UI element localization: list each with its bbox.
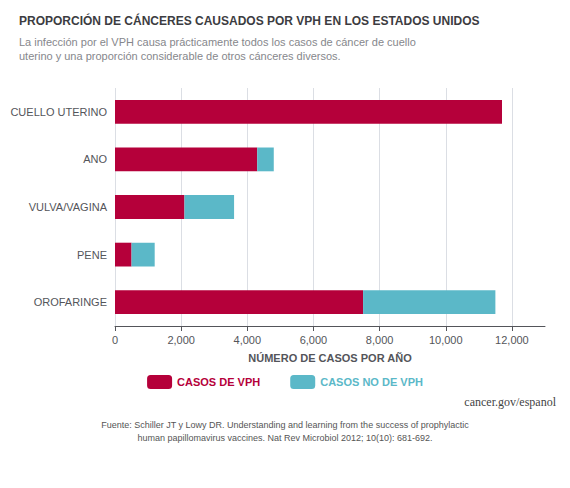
svg-text:human papillomavirus vaccines.: human papillomavirus vaccines. Nat Rev M… [137,433,432,443]
svg-text:0: 0 [112,334,118,346]
svg-text:10,000: 10,000 [429,334,463,346]
svg-text:2,000: 2,000 [167,334,195,346]
svg-text:CASOS NO DE VPH: CASOS NO DE VPH [320,376,423,388]
svg-text:Fuente: Schiller JT y Lowy DR.: Fuente: Schiller JT y Lowy DR. Understan… [101,420,469,430]
svg-text:CASOS DE VPH: CASOS DE VPH [177,376,260,388]
svg-text:ANO: ANO [83,153,107,165]
svg-text:6,000: 6,000 [300,334,328,346]
svg-text:uterino y una proporción consi: uterino y una proporción considerable de… [19,50,341,62]
svg-text:La infección por el VPH causa: La infección por el VPH causa prácticame… [19,36,416,48]
svg-text:4,000: 4,000 [234,334,262,346]
svg-text:12,000: 12,000 [495,334,529,346]
svg-text:OROFARINGE: OROFARINGE [34,296,107,308]
svg-text:8,000: 8,000 [366,334,394,346]
svg-text:VULVA/VAGINA: VULVA/VAGINA [29,201,108,213]
svg-text:PENE: PENE [77,249,107,261]
svg-text:PROPORCIÓN DE CÁNCERES CAUSADO: PROPORCIÓN DE CÁNCERES CAUSADOS POR VPH … [19,13,480,28]
svg-text:CUELLO UTERINO: CUELLO UTERINO [10,106,107,118]
svg-text:NÚMERO DE CASOS POR AÑO: NÚMERO DE CASOS POR AÑO [248,352,412,364]
svg-text:cancer.gov/espanol: cancer.gov/espanol [464,395,556,409]
